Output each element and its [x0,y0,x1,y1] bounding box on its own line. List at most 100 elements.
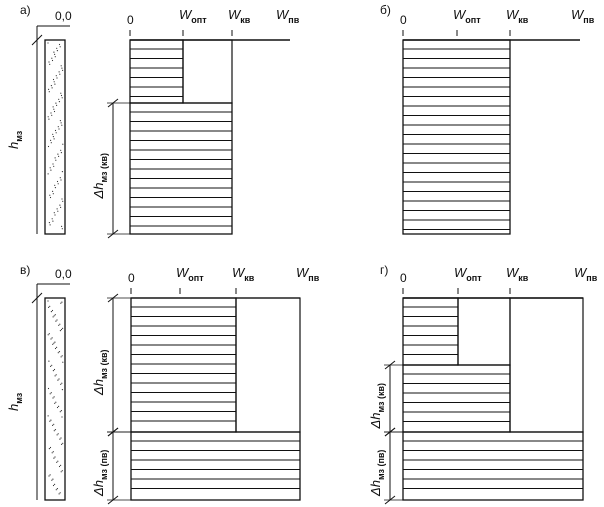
soil-dot [54,429,57,431]
soil-dot [56,208,58,210]
dim-label-main: Δh [91,480,106,497]
soil-dot [52,370,55,372]
soil-dot [60,328,63,331]
w-pv-label-main: W [574,265,588,280]
soil-dot [50,142,52,144]
soil-dot [52,163,54,165]
w-pv-label-sub: пв [288,15,299,25]
soil-dot [58,351,61,353]
soil-dot [60,464,62,466]
soil-dot [49,446,52,449]
soil-dot [62,442,64,444]
soil-dot [52,193,54,195]
hatched-zone [129,102,233,235]
w-opt-label: Wопт [454,265,482,283]
soil-column [44,297,66,501]
soil-dot [61,228,63,230]
soil-dot [54,157,56,159]
axis-zero: 0 [400,271,407,285]
soil-dot [60,410,63,412]
soil-dot [49,393,51,395]
w-opt-label-sub: опт [466,273,482,283]
layer-height-label-main: h [6,404,21,411]
soil-dot [60,94,63,97]
w-kv-label: Wкв [228,7,251,25]
soil-dot [59,492,61,494]
soil-dot [54,402,56,404]
soil-dot [51,218,53,220]
soil-dot [52,478,54,480]
soil-dot [56,104,58,106]
soil-column [44,39,66,235]
soil-dot [49,474,51,476]
soil-dot [47,173,49,175]
soil-dot [56,77,58,79]
soil-dot [57,352,59,354]
soil-dot [52,343,54,345]
soil-dot [60,471,62,473]
soil-dot [56,346,58,348]
soil-dot [60,152,63,154]
soil-dot [54,53,56,56]
w-kv-label-main: W [232,265,246,280]
soil-dot [52,484,55,487]
soil-dot [60,383,62,385]
w-opt-label-main: W [454,265,468,280]
soil-dot [50,365,52,367]
layer-height-label: hмз [6,392,24,411]
soil-dot [53,457,55,459]
soil-dot [60,437,62,439]
soil-dot [58,155,60,157]
soil-dot [61,97,63,99]
soil-dot [47,42,49,44]
layer-top-label: 0,0 [55,267,72,281]
w-kv-label-main: W [506,265,520,280]
w-kv-label-sub: кв [518,273,529,283]
soil-dot [52,106,54,108]
axis-zero: 0 [400,13,407,27]
w-opt-label-sub: опт [188,273,204,283]
soil-dot [61,470,63,472]
soil-dot [53,81,55,83]
hatched-zone [402,39,511,235]
soil-dot [57,460,59,462]
soil-dot [55,132,57,134]
soil-dot [61,355,63,357]
soil-dot [55,320,57,322]
soil-dot [55,401,57,403]
soil-dot [54,341,56,343]
soil-dot [58,128,60,130]
soil-dot [56,50,59,52]
soil-dot [53,212,55,214]
dim-label: Δhмз (пв) [91,450,109,497]
soil-dot [53,108,55,110]
soil-dot [60,302,62,304]
soil-dot [61,301,63,303]
soil-dot [48,306,50,308]
soil-dot [60,122,62,124]
soil-dot [48,475,50,477]
hatched-zone [402,431,584,501]
soil-dot [53,368,56,371]
soil-dot [61,389,64,391]
hatched-zone [402,297,459,366]
w-opt-label-main: W [453,7,467,22]
soil-dot [49,305,51,307]
soil-dot [47,334,49,336]
w-opt-label-main: W [179,7,193,22]
soil-dot [50,419,52,421]
soil-dot [59,411,61,413]
panel-label: в) [20,263,30,277]
empty-zone [235,297,301,433]
soil-dot [52,397,54,399]
soil-dot [55,102,57,104]
soil-dot [62,200,64,202]
w-kv-label: Wкв [506,265,529,283]
hatched-zone [130,431,301,501]
soil-dot [47,300,49,302]
soil-dot [49,63,51,65]
layer-height-label-main: h [6,142,21,149]
soil-dot [54,56,56,58]
soil-dot [54,129,57,132]
w-pv-label: Wпв [276,7,300,25]
